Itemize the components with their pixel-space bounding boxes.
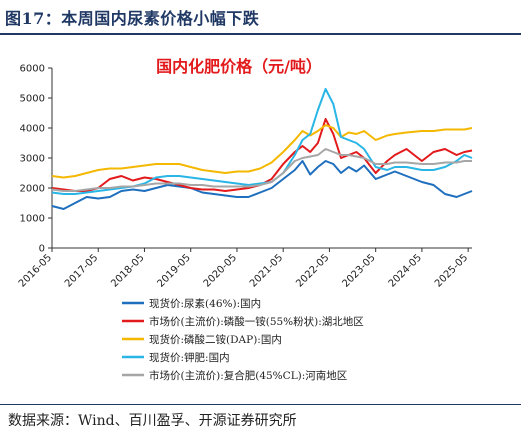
legend-label-2: 现货价:磷酸二铵(DAP):国内 <box>149 333 282 346</box>
legend-label-3: 现货价:钾肥:国内 <box>149 351 230 364</box>
title-divider <box>0 33 521 35</box>
chart-title: 国内化肥价格（元/吨） <box>156 57 322 76</box>
series-line-0 <box>51 160 473 210</box>
y-tick-label: 5000 <box>20 94 45 105</box>
line-chart: 国内化肥价格（元/吨） 0 1000 2000 3000 4000 5000 6000 201… <box>17 57 473 382</box>
source-note: 数据来源：Wind、百川盈孚、开源证券研究所 <box>8 413 297 429</box>
x-tick-label: 2025-05 <box>433 252 470 289</box>
x-tick-label: 2020-05 <box>202 252 239 289</box>
series-line-2 <box>51 124 473 179</box>
y-tick-label: 2000 <box>20 184 45 195</box>
legend-label-0: 现货价:尿素(46%):国内 <box>149 297 261 310</box>
y-tick-label: 1000 <box>20 214 45 225</box>
y-tick-label: 4000 <box>20 124 45 135</box>
y-tick-label: 3000 <box>20 154 45 165</box>
y-tick-label: 0 <box>39 244 45 255</box>
y-tick-label: 6000 <box>20 64 45 75</box>
series-line-4 <box>51 148 472 192</box>
series-layer <box>51 88 473 210</box>
x-tick-label: 2019-05 <box>156 252 193 289</box>
legend-label-1: 市场价(主流价):磷酸一铵(55%粉状):湖北地区 <box>149 315 364 328</box>
x-tick-label: 2024-05 <box>387 252 424 289</box>
x-tick-label: 2016-05 <box>17 252 54 289</box>
figure-title: 图17：本周国内尿素价格小幅下跌 <box>5 9 260 28</box>
legend-label-4: 市场价(主流价):复合肥(45%CL):河南地区 <box>149 369 347 382</box>
x-tick-label: 2022-05 <box>294 252 331 289</box>
source-divider <box>0 404 521 405</box>
legend: 现货价:尿素(46%):国内市场价(主流价):磷酸一铵(55%粉状):湖北地区现… <box>122 297 364 382</box>
x-tick-label: 2017-05 <box>63 252 100 289</box>
series-line-1 <box>51 118 473 192</box>
x-tick-label: 2018-05 <box>109 252 146 289</box>
x-tick-label: 2023-05 <box>340 252 377 289</box>
x-tick-label: 2021-05 <box>248 252 285 289</box>
